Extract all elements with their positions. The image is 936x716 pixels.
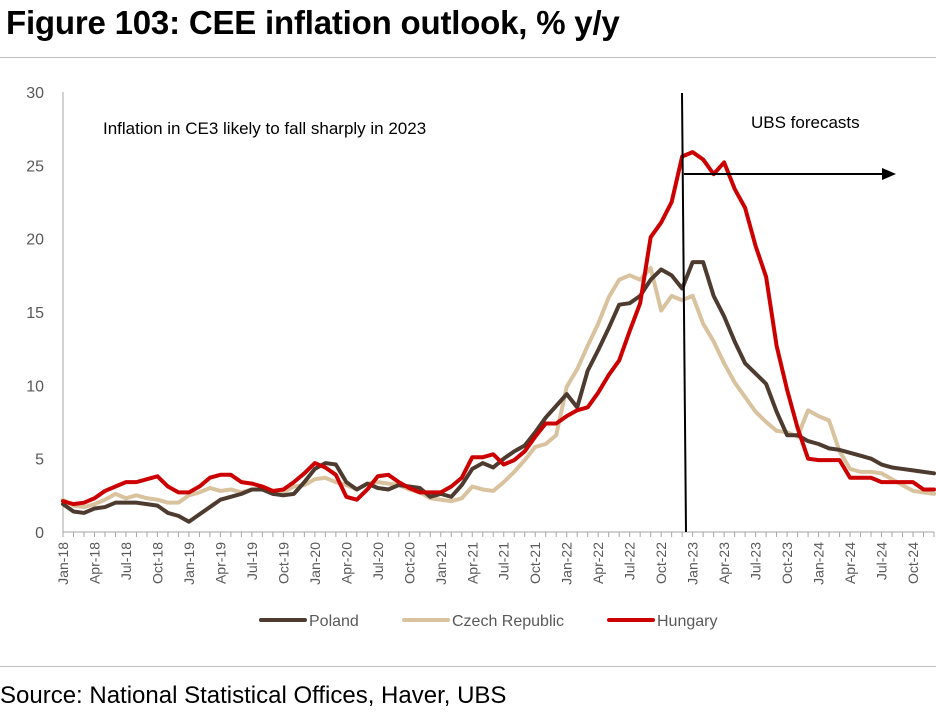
legend-label-poland: Poland bbox=[309, 613, 359, 630]
forecast-divider-line bbox=[682, 93, 686, 532]
x-tick-label: Apr-18 bbox=[86, 542, 102, 584]
y-axis: 0 5 10 15 20 25 30 bbox=[26, 85, 63, 542]
x-tick-label: Jul-24 bbox=[874, 542, 890, 580]
x-tick-label: Oct-22 bbox=[653, 542, 669, 584]
x-tick-label: Jul-20 bbox=[370, 542, 386, 580]
y-tick-label: 10 bbox=[26, 378, 44, 395]
y-tick-label: 5 bbox=[35, 452, 44, 469]
source-divider bbox=[0, 666, 936, 667]
forecast-layer bbox=[682, 93, 896, 532]
x-tick-label: Jan-21 bbox=[433, 542, 449, 585]
x-tick-label: Jul-21 bbox=[496, 542, 512, 580]
x-tick-label: Apr-23 bbox=[716, 542, 732, 584]
x-tick-label: Oct-23 bbox=[779, 542, 795, 584]
x-tick-label: Jul-23 bbox=[748, 542, 764, 580]
x-tick-label: Oct-21 bbox=[527, 542, 543, 584]
x-tick-label: Apr-22 bbox=[590, 542, 606, 584]
y-tick-label: 30 bbox=[26, 85, 44, 102]
series-line-poland bbox=[63, 262, 934, 522]
x-tick-label: Oct-18 bbox=[149, 542, 165, 584]
x-tick-label: Jul-22 bbox=[622, 542, 638, 580]
source-note: Source: National Statistical Offices, Ha… bbox=[0, 682, 506, 710]
x-axis: Jan-18 Apr-18 Jul-18 Oct-18 Jan-19 Apr-19 Jul-… bbox=[55, 532, 934, 585]
x-tick-label: Jan-24 bbox=[811, 542, 827, 585]
series-line-hungary bbox=[63, 152, 934, 504]
figure-title: Figure 103: CEE inflation outlook, % y/y bbox=[6, 4, 620, 42]
series-line-czech-republic bbox=[63, 268, 934, 507]
annotation-ubs-forecasts: UBS forecasts bbox=[751, 113, 860, 132]
y-tick-label: 15 bbox=[26, 305, 44, 322]
x-tick-label: Apr-21 bbox=[464, 542, 480, 584]
title-divider bbox=[0, 57, 936, 58]
y-tick-label: 25 bbox=[26, 158, 44, 175]
x-tick-label: Jan-23 bbox=[685, 542, 701, 585]
x-tick-label: Oct-20 bbox=[401, 542, 417, 584]
forecast-arrowhead bbox=[882, 168, 896, 180]
legend: Poland Czech Republic Hungary bbox=[261, 613, 717, 630]
annotation-ce3: Inflation in CE3 likely to fall sharply … bbox=[103, 119, 426, 138]
y-tick-label: 20 bbox=[26, 232, 44, 249]
x-tick-label: Jul-19 bbox=[244, 542, 260, 580]
x-tick-label: Apr-20 bbox=[338, 542, 354, 584]
x-tick-label: Jan-20 bbox=[307, 542, 323, 585]
legend-label-czech-republic: Czech Republic bbox=[452, 613, 564, 630]
x-tick-label: Jul-18 bbox=[118, 542, 134, 580]
legend-label-hungary: Hungary bbox=[657, 613, 717, 630]
x-tick-label: Oct-19 bbox=[275, 542, 291, 584]
x-tick-label: Apr-19 bbox=[212, 542, 228, 584]
x-tick-label: Jan-18 bbox=[55, 542, 71, 585]
series-layer bbox=[63, 152, 934, 522]
x-tick-label: Oct-24 bbox=[905, 542, 921, 584]
x-tick-label: Apr-24 bbox=[842, 542, 858, 584]
x-tick-label: Jan-19 bbox=[181, 542, 197, 585]
y-tick-label: 0 bbox=[35, 525, 44, 542]
x-tick-label: Jan-22 bbox=[559, 542, 575, 585]
